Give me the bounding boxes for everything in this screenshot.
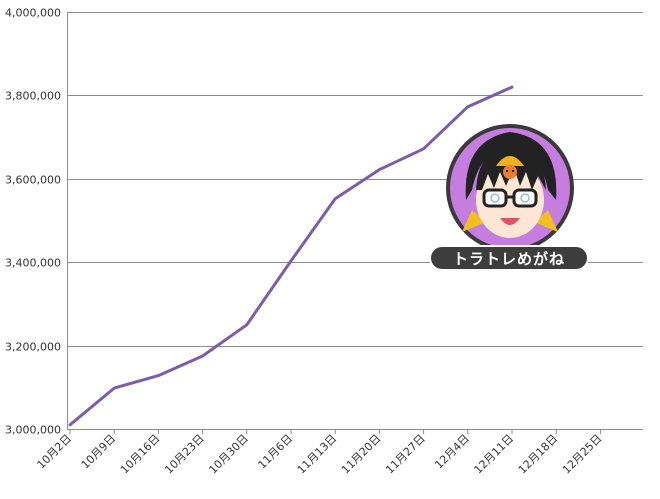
x-tick-label: 12月18日 (516, 432, 561, 477)
y-tick-label: 3,400,000 (5, 257, 61, 270)
x-tick-label: 12月4日 (432, 432, 472, 472)
x-tick-label: 10月16日 (118, 432, 163, 477)
series-line (68, 85, 514, 427)
series-line-group (68, 85, 514, 427)
y-tick-label: 3,600,000 (5, 174, 61, 187)
x-tick-label: 10月30日 (206, 432, 251, 477)
mascot-name-label: トラトレめがね (453, 250, 565, 268)
mascot-avatar-icon (446, 124, 574, 252)
y-tick-label: 3,800,000 (5, 90, 61, 103)
y-tick-label: 3,000,000 (5, 424, 61, 437)
x-tick-label: 11月6日 (256, 432, 296, 472)
x-tick-label: 11月13日 (295, 432, 340, 477)
axes (67, 12, 601, 434)
x-tick-label: 12月25日 (560, 432, 605, 477)
grid-lines (67, 12, 643, 430)
y-tick-label: 3,200,000 (5, 341, 61, 354)
x-tick-label: 12月11日 (472, 432, 517, 477)
y-tick-label: 4,000,000 (5, 7, 61, 20)
x-tick-label: 10月23日 (162, 432, 207, 477)
x-tick-label: 11月20日 (339, 432, 384, 477)
y-axis-tick-labels: 3,000,000 3,200,000 3,400,000 3,600,000 3,80… (5, 7, 61, 437)
x-tick-label: 11月27日 (383, 432, 428, 477)
mascot-name-badge: トラトレめがね (429, 245, 589, 271)
x-tick-label: 10月9日 (79, 432, 119, 472)
x-axis-tick-labels: 10月2日 10月9日 10月16日 10月23日 10月30日 11月6日 11月13日 1… (35, 432, 605, 477)
x-tick-label: 10月2日 (35, 432, 75, 472)
